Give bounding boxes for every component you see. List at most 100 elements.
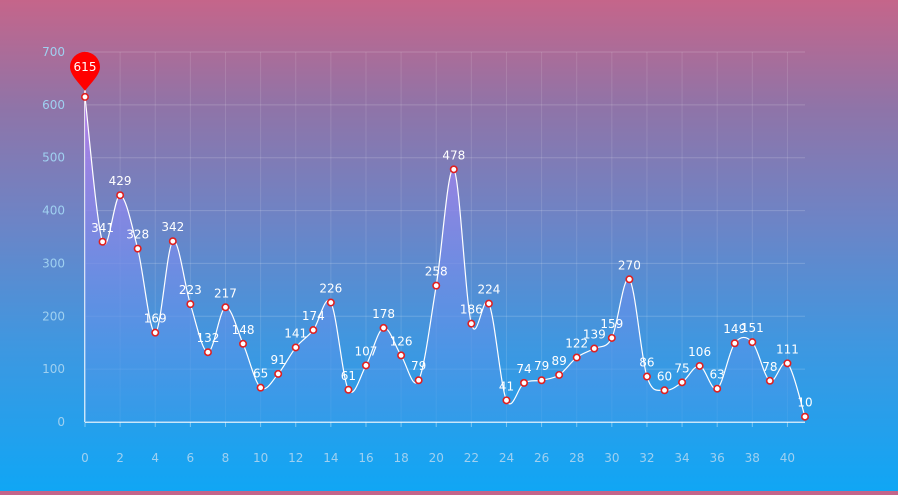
data-label: 111 [776, 342, 799, 356]
data-point [800, 412, 809, 421]
data-point [133, 244, 142, 253]
x-tick-label: 2 [116, 451, 124, 465]
data-label: 126 [390, 334, 413, 348]
data-label: 174 [302, 309, 325, 323]
data-label: 132 [196, 331, 219, 345]
data-point [748, 338, 757, 347]
series-line [84, 96, 806, 417]
x-tick-label: 22 [464, 451, 479, 465]
x-tick-label: 8 [222, 451, 230, 465]
data-point [642, 372, 651, 381]
data-point [520, 378, 529, 387]
data-label: 223 [179, 283, 202, 297]
data-point [765, 376, 774, 385]
data-point [239, 339, 248, 348]
y-tick-label: 300 [42, 256, 65, 270]
data-label: 79 [411, 359, 426, 373]
data-label: 122 [565, 337, 588, 351]
data-label: 178 [372, 307, 395, 321]
data-point [291, 343, 300, 352]
max-value-marker[interactable]: 615 [70, 51, 100, 91]
data-label: 65 [253, 367, 268, 381]
x-tick-label: 38 [745, 451, 760, 465]
x-tick-label: 32 [639, 451, 654, 465]
x-tick-label: 36 [710, 451, 725, 465]
x-tick-label: 26 [534, 451, 549, 465]
max-pin-label: 615 [74, 60, 97, 74]
x-tick-label: 28 [569, 451, 584, 465]
data-label: 141 [284, 326, 307, 340]
data-point [151, 328, 160, 337]
data-points [81, 92, 809, 421]
x-tick-label: 14 [323, 451, 338, 465]
data-point [326, 298, 335, 307]
y-tick-label: 400 [42, 204, 65, 218]
data-point [221, 303, 230, 312]
data-label: 41 [499, 379, 514, 393]
data-label: 63 [710, 368, 725, 382]
data-label: 328 [126, 228, 149, 242]
data-label: 61 [341, 369, 356, 383]
data-point [713, 384, 722, 393]
data-point [361, 361, 370, 370]
data-label: 258 [425, 265, 448, 279]
data-label: 91 [271, 353, 286, 367]
data-label: 186 [460, 303, 483, 317]
data-point [81, 92, 90, 101]
x-tick-label: 40 [780, 451, 795, 465]
data-point [203, 348, 212, 357]
data-point [467, 319, 476, 328]
data-point [397, 351, 406, 360]
data-label: 226 [319, 282, 342, 296]
data-point [555, 370, 564, 379]
data-point [344, 385, 353, 394]
data-label: 107 [355, 344, 378, 358]
data-point [502, 396, 511, 405]
max-pin-icon[interactable] [70, 51, 100, 91]
x-tick-label: 24 [499, 451, 514, 465]
data-label: 270 [618, 258, 641, 272]
data-label: 139 [583, 328, 606, 342]
data-point [660, 386, 669, 395]
data-point [116, 191, 125, 200]
data-label: 224 [477, 283, 500, 297]
x-axis: 0 2 4 6 8 10 12 14 16 18 20 22 24 26 28 30 32 34 36 38 40 [81, 421, 805, 465]
data-point [607, 333, 616, 342]
data-point [625, 275, 634, 284]
data-label: 478 [442, 148, 465, 162]
data-label: 159 [600, 317, 623, 331]
x-tick-label: 16 [358, 451, 373, 465]
data-label: 106 [688, 345, 711, 359]
data-label: 78 [762, 360, 777, 374]
y-tick-label: 700 [42, 45, 65, 59]
data-label: 10 [797, 396, 812, 410]
x-tick-label: 18 [393, 451, 408, 465]
data-label: 86 [639, 356, 654, 370]
data-label: 151 [741, 321, 764, 335]
data-label: 342 [161, 220, 184, 234]
data-point [186, 300, 195, 309]
data-label: 149 [723, 322, 746, 336]
x-tick-label: 10 [253, 451, 268, 465]
data-point [256, 383, 265, 392]
data-label: 169 [144, 312, 167, 326]
data-label: 341 [91, 221, 114, 235]
x-tick-label: 12 [288, 451, 303, 465]
y-axis: 0 100 200 300 400 500 600 700 [42, 45, 86, 429]
data-point [414, 376, 423, 385]
data-point [572, 353, 581, 362]
x-tick-label: 20 [429, 451, 444, 465]
data-point [309, 326, 318, 335]
y-tick-label: 0 [57, 415, 65, 429]
data-point [449, 165, 458, 174]
y-tick-label: 200 [42, 309, 65, 323]
data-point [590, 344, 599, 353]
data-point [274, 369, 283, 378]
series-area [85, 96, 805, 422]
data-label: 89 [552, 354, 567, 368]
data-point [168, 237, 177, 246]
x-tick-label: 4 [151, 451, 159, 465]
x-tick-label: 6 [187, 451, 195, 465]
